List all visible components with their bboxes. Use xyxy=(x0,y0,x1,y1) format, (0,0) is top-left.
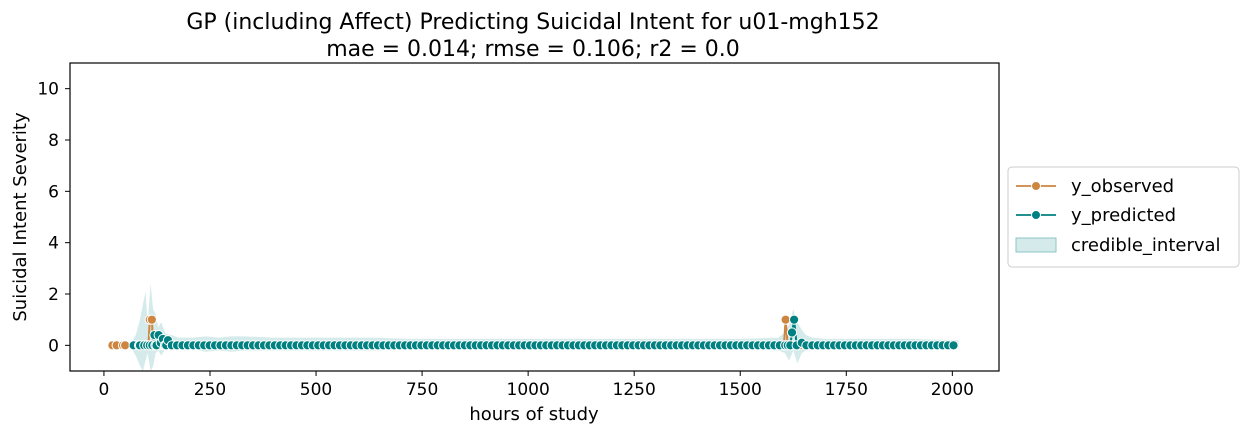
x-tick-label: 1750 xyxy=(825,380,868,400)
x-axis-ticks: 0 250 500 750 1000 1250 1500 1750 2000 xyxy=(99,371,974,400)
y-tick-label: 8 xyxy=(48,131,59,151)
legend-item-observed: y_observed xyxy=(1016,176,1174,197)
legend-predicted-marker-swatch xyxy=(1031,210,1041,220)
credible-interval-band xyxy=(129,283,959,371)
series-markers-layer xyxy=(107,314,959,351)
y-tick-label: 2 xyxy=(48,285,59,305)
y-tick-label: 4 xyxy=(48,234,59,254)
legend-predicted-label: y_predicted xyxy=(1071,205,1176,226)
observed-point xyxy=(780,314,791,325)
x-tick-label: 1000 xyxy=(507,380,550,400)
x-tick-label: 0 xyxy=(99,380,110,400)
y-axis-ticks: 0 2 4 6 8 10 xyxy=(37,80,70,356)
legend-item-interval: credible_interval xyxy=(1015,235,1221,256)
y-axis-label: Suicidal Intent Severity xyxy=(10,112,31,322)
legend-interval-label: credible_interval xyxy=(1071,235,1221,256)
observed-point xyxy=(120,340,131,351)
predicted-point xyxy=(789,314,800,325)
x-tick-label: 2000 xyxy=(931,380,974,400)
credible-interval-layer xyxy=(129,283,959,371)
legend-item-predicted: y_predicted xyxy=(1016,205,1176,226)
legend-observed-label: y_observed xyxy=(1071,176,1174,197)
x-tick-label: 1500 xyxy=(719,380,762,400)
x-axis-label: hours of study xyxy=(469,404,599,425)
legend: y_observed y_predicted credible_interval xyxy=(1007,166,1240,268)
legend-observed-marker-swatch xyxy=(1031,181,1041,191)
x-tick-label: 500 xyxy=(300,380,332,400)
legend-interval-swatch xyxy=(1015,237,1057,253)
plot-area-frame xyxy=(69,62,1000,372)
x-tick-label: 750 xyxy=(406,380,438,400)
chart-title: GP (including Affect) Predicting Suicida… xyxy=(186,10,879,35)
x-tick-label: 250 xyxy=(194,380,226,400)
legend-frame xyxy=(1007,166,1240,268)
chart-subtitle: mae = 0.014; rmse = 0.106; r2 = 0.0 xyxy=(326,37,740,62)
predicted-point xyxy=(948,340,959,351)
observed-point xyxy=(146,314,157,325)
y-tick-label: 6 xyxy=(48,182,59,202)
y-tick-label: 10 xyxy=(37,80,59,100)
x-tick-label: 1250 xyxy=(613,380,656,400)
predicted-point xyxy=(786,327,798,338)
y-tick-label: 0 xyxy=(48,336,59,356)
